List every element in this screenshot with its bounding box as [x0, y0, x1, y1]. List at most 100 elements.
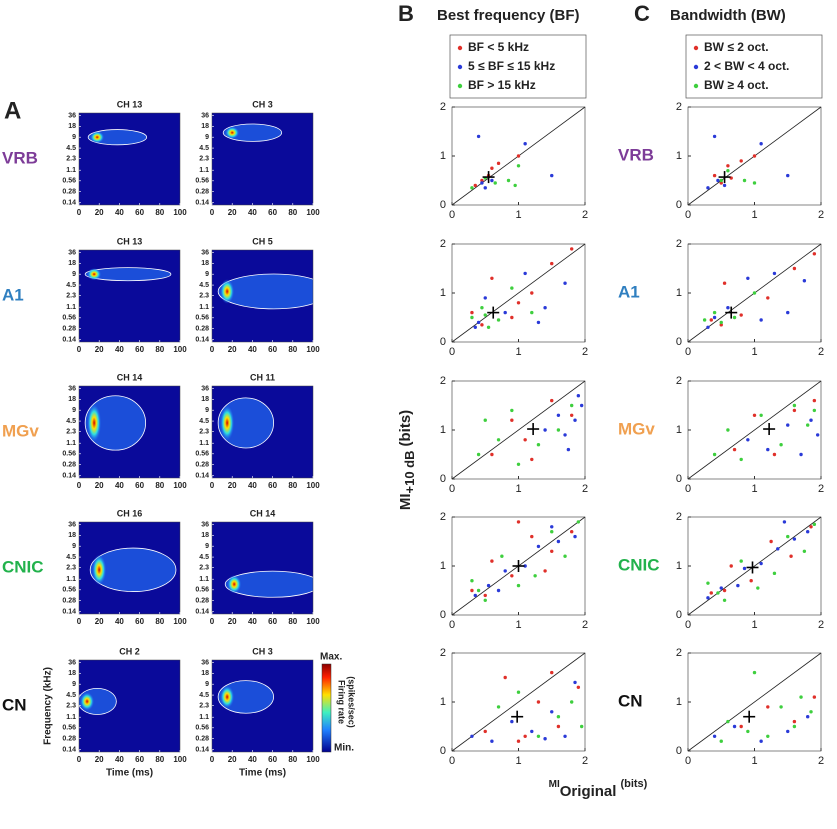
y-tick-label: 0.14 — [195, 608, 209, 615]
point — [503, 569, 507, 573]
x-tick-label: 0 — [77, 345, 82, 354]
point — [476, 134, 481, 139]
y-tick-label: 2.3 — [66, 428, 76, 435]
x-tick-label: 100 — [306, 481, 320, 490]
point — [712, 134, 717, 139]
y-tick-label: 0.56 — [62, 725, 76, 732]
y-tick-label: 0.56 — [62, 587, 76, 594]
x-label-pre: MI — [549, 779, 560, 790]
point — [556, 724, 561, 729]
point — [786, 729, 790, 734]
heatmap-frame — [211, 385, 314, 479]
x-tick-label: 40 — [248, 208, 257, 217]
y-tick-label: 0.14 — [195, 199, 209, 206]
y-tick-label: 36 — [68, 385, 76, 392]
point — [570, 247, 574, 251]
x-tick-label: 100 — [173, 208, 187, 217]
x-tick-label: 80 — [155, 208, 164, 217]
x-tick-label: 0 — [449, 209, 455, 221]
x-tick-label: 1 — [751, 209, 757, 221]
x-tick-label: 60 — [135, 617, 144, 626]
point — [792, 403, 797, 408]
y-tick-label: 2.3 — [66, 292, 76, 299]
point — [799, 452, 803, 457]
point — [556, 539, 561, 544]
region-label: A1 — [618, 282, 640, 301]
x-tick-label: 2 — [818, 483, 824, 495]
y-tick-label: 18 — [201, 123, 209, 130]
colorbar-min: Min. — [334, 743, 354, 754]
point — [490, 166, 494, 170]
heatmap-frame — [78, 112, 181, 206]
y-tick-label: 2.3 — [199, 564, 209, 571]
y-tick-label: 0.14 — [62, 472, 76, 479]
y-tick-label: 9 — [72, 681, 76, 688]
y-tick-label: 1 — [676, 424, 682, 436]
point — [792, 724, 797, 729]
y-tick-label: 18 — [201, 260, 209, 267]
y-tick-label: 2 — [676, 647, 682, 659]
y-tick-label: 18 — [68, 670, 76, 677]
point — [536, 544, 541, 549]
x-tick-label: 100 — [173, 617, 187, 626]
legend-marker — [693, 64, 699, 70]
point — [759, 561, 763, 566]
point — [719, 323, 723, 327]
map-title: CH 3 — [252, 646, 273, 656]
response-peak — [225, 126, 240, 139]
point — [510, 315, 514, 320]
y-tick-label: 0 — [440, 609, 446, 621]
point — [712, 734, 717, 738]
map-title: CH 13 — [117, 236, 143, 246]
y-tick-label: 18 — [68, 532, 76, 539]
point — [490, 178, 494, 183]
region-label: CN — [2, 695, 27, 714]
y-tick-label: 0.28 — [195, 598, 209, 605]
x-tick-label: 60 — [135, 755, 144, 764]
point — [563, 554, 567, 558]
point — [779, 705, 783, 709]
x-tick-label: 1 — [515, 346, 521, 358]
point — [573, 418, 577, 422]
point — [812, 398, 817, 403]
x-tick-label: 0 — [210, 617, 215, 626]
x-tick-label: 2 — [582, 619, 588, 631]
point — [726, 164, 730, 168]
y-tick-label: 1.1 — [199, 576, 209, 583]
point — [789, 554, 793, 558]
point — [550, 261, 554, 266]
x-tick-label: 60 — [268, 208, 277, 217]
region-label: MGv — [2, 421, 39, 440]
y-tick-label: 1 — [676, 696, 682, 708]
y-tick-label: 36 — [201, 659, 209, 666]
point — [706, 581, 710, 585]
map-title: CH 11 — [250, 372, 275, 382]
y-tick-label: 2 — [440, 375, 446, 387]
point — [579, 403, 584, 408]
x-tick-label: 80 — [288, 345, 297, 354]
response-peak — [220, 685, 235, 709]
y-tick-label: 0.28 — [62, 326, 76, 333]
map-title: CH 16 — [117, 508, 143, 518]
y-tick-label: 1.1 — [66, 576, 76, 583]
point — [550, 549, 554, 553]
heatmap-frame — [211, 521, 314, 615]
x-tick-label: 20 — [95, 345, 104, 354]
point — [772, 271, 777, 276]
y-tick-label: 9 — [205, 681, 209, 688]
response-area — [84, 395, 147, 451]
y-tick-label: 0.28 — [195, 189, 209, 196]
point — [712, 173, 717, 178]
y-tick-label: 18 — [68, 260, 76, 267]
heatmap-bg — [212, 522, 313, 614]
point — [719, 320, 723, 325]
panel-label: C — [634, 1, 650, 26]
identity-line — [687, 380, 822, 480]
x-tick-label: 80 — [155, 617, 164, 626]
point — [470, 579, 474, 583]
response-area — [84, 267, 172, 282]
x-tick-label: 100 — [173, 755, 187, 764]
point — [719, 181, 723, 185]
y-tick-label: 18 — [68, 396, 76, 403]
